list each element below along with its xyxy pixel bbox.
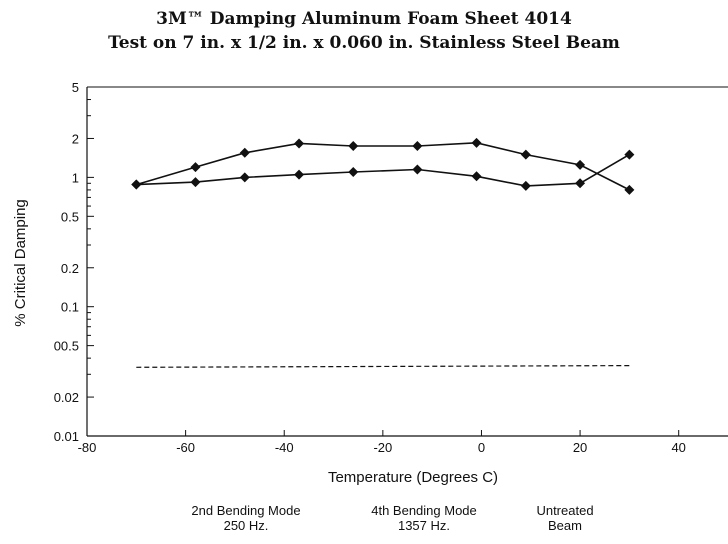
x-tick-label: -20	[373, 440, 392, 455]
data-point-marker	[190, 177, 201, 188]
y-tick-label: 5	[72, 80, 79, 95]
x-tick-label: 0	[478, 440, 485, 455]
x-tick-label: -40	[275, 440, 294, 455]
x-tick-label: -60	[176, 440, 195, 455]
series-line	[136, 153, 630, 187]
data-point-marker	[348, 167, 359, 178]
legend-label: 4th Bending Mode	[371, 503, 477, 518]
data-point-marker	[471, 171, 482, 182]
x-tick-label: 20	[573, 440, 587, 455]
data-point-marker	[190, 162, 201, 173]
data-point-marker	[131, 179, 142, 190]
plot-frame	[86, 86, 728, 437]
y-tick-label: 1	[72, 170, 79, 185]
chart-subtitle: Test on 7 in. x 1/2 in. x 0.060 in. Stai…	[108, 33, 620, 53]
legend-label: 2nd Bending Mode	[191, 503, 300, 518]
x-tick-label: 40	[671, 440, 685, 455]
data-point-marker	[239, 147, 250, 158]
data-point-marker	[575, 159, 586, 170]
y-tick-label: 0.2	[61, 261, 79, 276]
x-tick-label: -80	[78, 440, 97, 455]
y-tick-label: 0.1	[61, 300, 79, 315]
y-tick-label: 2	[72, 131, 79, 146]
data-point-marker	[520, 180, 531, 191]
data-point-marker	[294, 138, 305, 149]
x-axis-title: Temperature (Degrees C)	[328, 469, 498, 486]
series-2	[131, 149, 635, 191]
y-tick-label: 0.01	[54, 429, 79, 444]
y-tick-label: 00.5	[54, 339, 79, 354]
data-point-marker	[412, 164, 423, 175]
y-axis: 0.01 0.02 00.5 0.1 0.2 0.5 1 2 5	[54, 80, 94, 444]
legend-label: 250 Hz.	[224, 518, 269, 533]
data-point-marker	[624, 149, 635, 160]
chart-title: 3M™ Damping Aluminum Foam Sheet 4014	[156, 9, 572, 29]
series-3	[136, 365, 630, 368]
data-point-marker	[239, 172, 250, 183]
y-tick-label: 0.5	[61, 209, 79, 224]
series-1	[131, 137, 635, 195]
data-point-marker	[471, 137, 482, 148]
data-point-marker	[520, 149, 531, 160]
data-point-marker	[624, 184, 635, 195]
y-tick-label: 0.02	[54, 390, 79, 405]
data-point-marker	[575, 178, 586, 189]
data-point-marker	[348, 140, 359, 151]
series-line	[136, 141, 630, 191]
series-line-untreated	[136, 365, 630, 368]
legend-label: 1357 Hz.	[398, 518, 450, 533]
y-axis-title: % Critical Damping	[12, 199, 29, 327]
legend-label: Untreated	[536, 503, 593, 518]
x-axis: -80 -60 -40 -20 0 20 40	[78, 430, 686, 455]
data-point-marker	[294, 169, 305, 180]
series-layer	[131, 137, 635, 368]
legend-label: Beam	[548, 518, 582, 533]
data-point-marker	[412, 140, 423, 151]
